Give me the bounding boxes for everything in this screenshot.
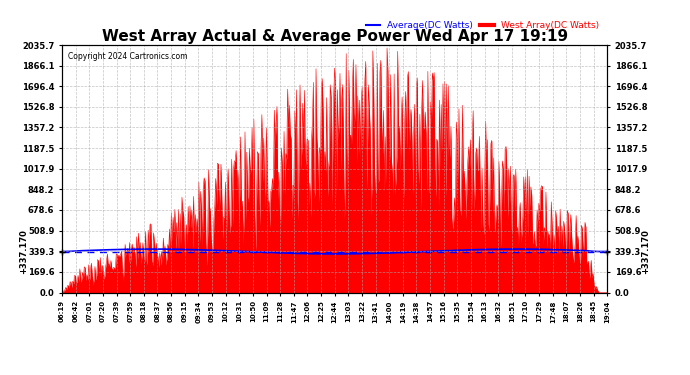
Legend: Average(DC Watts), West Array(DC Watts): Average(DC Watts), West Array(DC Watts) — [363, 17, 602, 33]
Title: West Array Actual & Average Power Wed Apr 17 19:19: West Array Actual & Average Power Wed Ap… — [101, 29, 568, 44]
Text: +337.170: +337.170 — [641, 229, 650, 274]
Text: +337.170: +337.170 — [19, 229, 28, 274]
Text: Copyright 2024 Cartronics.com: Copyright 2024 Cartronics.com — [68, 53, 187, 62]
